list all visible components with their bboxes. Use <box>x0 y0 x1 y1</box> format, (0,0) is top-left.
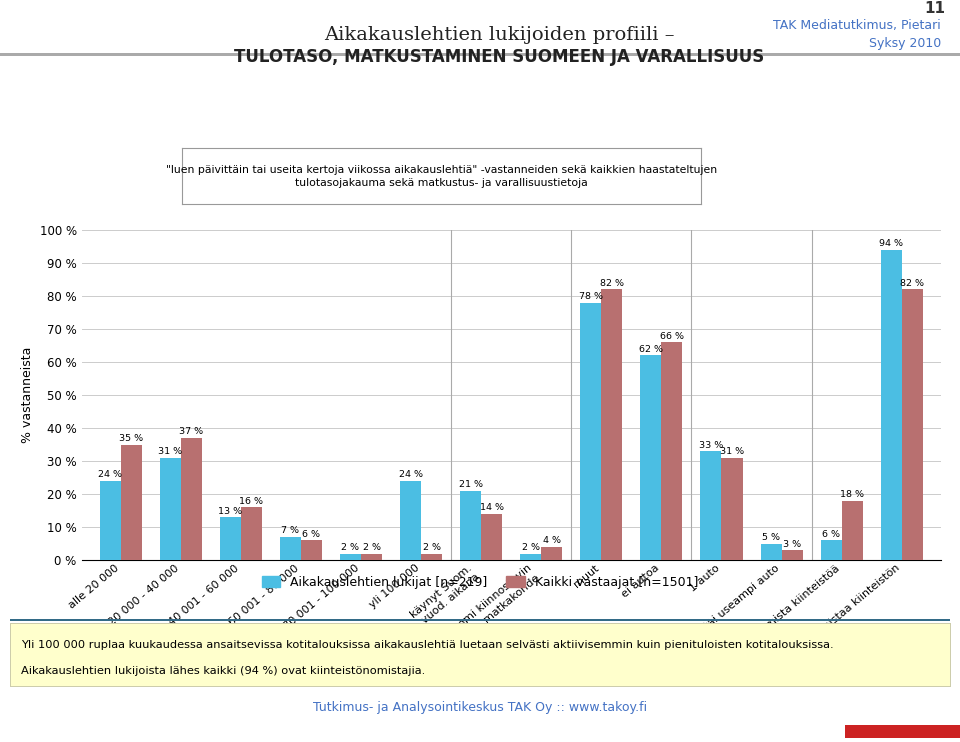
Text: 24 %: 24 % <box>98 470 122 479</box>
Text: 14 %: 14 % <box>480 503 504 512</box>
Text: 78 %: 78 % <box>579 292 603 301</box>
Text: 2 %: 2 % <box>342 543 359 552</box>
Bar <box>241 508 262 560</box>
Bar <box>121 444 142 560</box>
Text: 82 %: 82 % <box>900 279 924 288</box>
Bar <box>220 517 241 560</box>
Bar <box>159 458 180 560</box>
Bar <box>760 544 781 560</box>
Bar <box>481 514 502 560</box>
Bar <box>520 554 541 560</box>
Text: 21 %: 21 % <box>459 480 483 489</box>
Bar <box>541 547 563 560</box>
Bar <box>640 355 661 560</box>
Text: 11: 11 <box>924 1 946 16</box>
Text: 6 %: 6 % <box>302 530 321 539</box>
Bar <box>460 491 481 560</box>
Text: Tutkimus- ja Analysointikeskus TAK Oy :: www.takoy.fi: Tutkimus- ja Analysointikeskus TAK Oy ::… <box>313 700 647 714</box>
Text: 35 %: 35 % <box>119 434 143 443</box>
Text: 24 %: 24 % <box>398 470 422 479</box>
Text: 66 %: 66 % <box>660 332 684 341</box>
Bar <box>361 554 382 560</box>
Legend: Aikakauslehtien lukijat [n=219], Kaikki vastaajat [n=1501]: Aikakauslehtien lukijat [n=219], Kaikki … <box>261 576 699 589</box>
Bar <box>661 342 683 560</box>
Text: 16 %: 16 % <box>239 496 263 506</box>
Text: 13 %: 13 % <box>218 507 242 516</box>
Text: 7 %: 7 % <box>281 526 300 536</box>
Text: 18 %: 18 % <box>840 490 864 499</box>
Bar <box>300 540 322 560</box>
Y-axis label: % vastanneista: % vastanneista <box>21 347 34 443</box>
Bar <box>580 303 601 560</box>
Bar <box>701 451 722 560</box>
Text: TULOTASO, MATKUSTAMINEN SUOMEEN JA VARALLISUUS: TULOTASO, MATKUSTAMINEN SUOMEEN JA VARAL… <box>234 48 764 66</box>
Bar <box>901 289 923 560</box>
Text: 37 %: 37 % <box>180 427 204 436</box>
Text: 4 %: 4 % <box>542 536 561 545</box>
Text: 2 %: 2 % <box>521 543 540 552</box>
Bar <box>340 554 361 560</box>
Text: 94 %: 94 % <box>879 239 903 248</box>
Bar <box>842 501 863 560</box>
Bar <box>821 540 842 560</box>
Text: 6 %: 6 % <box>822 530 840 539</box>
Text: 2 %: 2 % <box>422 543 441 552</box>
Bar <box>400 481 421 560</box>
Text: "luen päivittäin tai useita kertoja viikossa aikakauslehtiä" -vastanneiden sekä : "luen päivittäin tai useita kertoja viik… <box>166 165 717 188</box>
Text: 5 %: 5 % <box>762 533 780 542</box>
Text: 31 %: 31 % <box>720 447 744 456</box>
Text: 33 %: 33 % <box>699 441 723 450</box>
Text: 3 %: 3 % <box>783 539 802 548</box>
Text: Aikakauslehtien lukijoiden profiili –: Aikakauslehtien lukijoiden profiili – <box>324 26 675 44</box>
Text: TAK Mediatutkimus, Pietari
Syksy 2010: TAK Mediatutkimus, Pietari Syksy 2010 <box>773 19 941 50</box>
Bar <box>880 250 901 560</box>
Bar <box>781 551 803 560</box>
Bar <box>100 481 121 560</box>
Bar <box>421 554 443 560</box>
Text: 62 %: 62 % <box>639 345 663 354</box>
Text: 31 %: 31 % <box>158 447 182 456</box>
Bar <box>280 537 300 560</box>
Text: Aikakauslehtien lukijoista lähes kaikki (94 %) ovat kiinteistönomistajia.: Aikakauslehtien lukijoista lähes kaikki … <box>21 666 425 675</box>
Text: 82 %: 82 % <box>600 279 624 288</box>
Text: 2 %: 2 % <box>363 543 380 552</box>
Bar <box>601 289 622 560</box>
Bar <box>722 458 742 560</box>
Text: Yli 100 000 ruplaa kuukaudessa ansaitsevissa kotitalouksissa aikakauslehtiä luet: Yli 100 000 ruplaa kuukaudessa ansaitsev… <box>21 640 833 650</box>
Bar <box>180 438 202 560</box>
